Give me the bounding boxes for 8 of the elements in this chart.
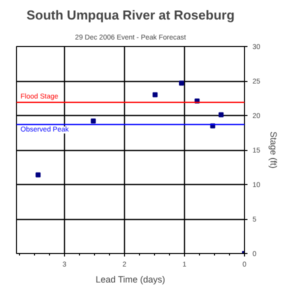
point [179, 80, 184, 86]
chart-title: South Umpqua River at Roseburg [26, 8, 235, 22]
point [90, 118, 96, 124]
point [152, 92, 158, 98]
y-axis-title: Stage (ft) [268, 131, 278, 169]
point [218, 112, 224, 118]
x-axis-title: Lead Time (days) [96, 274, 166, 284]
point [36, 172, 41, 178]
